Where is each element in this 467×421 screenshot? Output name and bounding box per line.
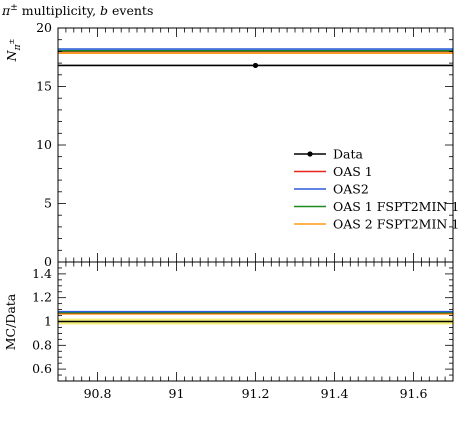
data-point (252, 62, 259, 69)
title-symbol: π (1, 3, 11, 18)
main-panel: 0 5 10 15 20 Data OAS 1 OAS2 OAS 1 FSPT2MIN 1 OA… (36, 20, 459, 269)
x-tick-label: 91.4 (321, 386, 349, 401)
x-tick-label: 90.8 (84, 386, 112, 401)
ratio-y-tick-label: 0.6 (32, 361, 52, 376)
x-tick-label: 91.6 (400, 386, 428, 401)
ratio-uncertainty-band (58, 318, 453, 325)
x-tick-label: 91 (169, 386, 185, 401)
x-axis-ticks: 90.8 91 91.2 91.4 91.6 (57, 28, 454, 401)
main-y-tick-label: 0 (44, 254, 52, 269)
chart-title: π± multiplicity, b events (1, 3, 153, 18)
legend-data-marker (307, 151, 313, 157)
legend-label: OAS2 (333, 182, 369, 197)
legend-label: OAS 1 FSPT2MIN 1 (333, 199, 459, 214)
legend: Data OAS 1 OAS2 OAS 1 FSPT2MIN 1 OAS 2 FSPT2… (294, 147, 459, 232)
legend-label: OAS 1 (333, 164, 373, 179)
legend-label: Data (333, 147, 363, 162)
main-ylabel-n: N (4, 49, 19, 62)
ratio-y-tick-label: 1.2 (32, 290, 52, 305)
title-text: multiplicity, (18, 3, 100, 18)
main-ylabel-sub-sup: ± (8, 39, 16, 45)
legend-label: OAS 2 FSPT2MIN 1 (333, 217, 459, 232)
main-data-marker (58, 62, 453, 69)
ratio-y-tick-label: 1 (44, 314, 52, 329)
ratio-series-lines (58, 310, 453, 315)
title-rest: events (108, 3, 153, 18)
ratio-axis-ticks: 0.6 0.8 1 1.2 1.4 (32, 261, 453, 382)
main-y-tick-label: 20 (36, 20, 52, 35)
main-y-tick-label: 5 (44, 196, 52, 211)
title-symbol-sup: ± (10, 3, 18, 13)
ratio-y-axis-label: MC/Data (3, 293, 18, 350)
main-y-tick-label: 15 (36, 79, 52, 94)
ratio-y-tick-label: 1.4 (32, 266, 52, 281)
main-y-axis-label: Nπ± (4, 39, 23, 63)
ratio-y-tick-label: 0.8 (32, 337, 52, 352)
main-ylabel-sub: π (13, 43, 23, 51)
main-axis-ticks: 0 5 10 15 20 (36, 20, 453, 269)
x-tick-label: 91.2 (242, 386, 270, 401)
main-series-lines (58, 48, 453, 54)
title-italic: b (100, 3, 108, 18)
ratio-panel: 0.6 0.8 1 1.2 1.4 (32, 261, 454, 382)
main-y-tick-label: 10 (36, 137, 52, 152)
